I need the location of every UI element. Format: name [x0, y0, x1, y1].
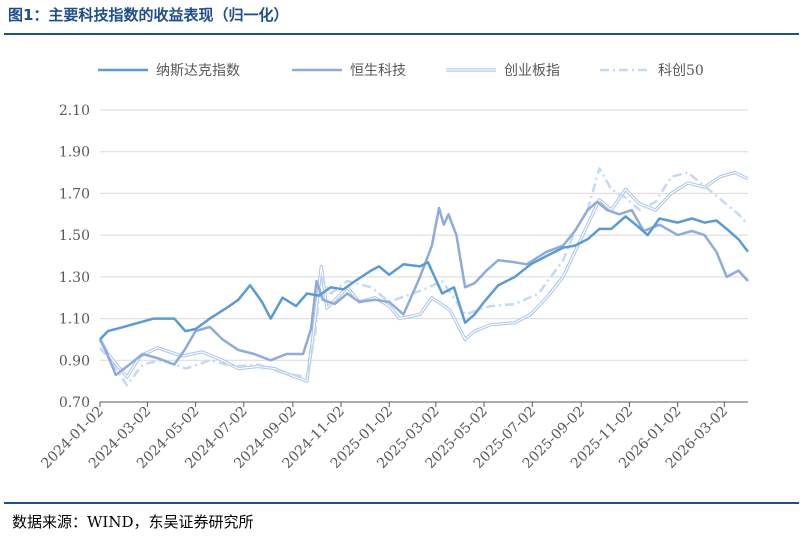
legend-label: 创业板指	[504, 63, 560, 79]
series-line-2-inner	[99, 172, 749, 382]
x-axis: 2024-01-022024-03-022024-05-022024-07-02…	[38, 401, 748, 472]
y-tick-label: 1.30	[59, 270, 90, 286]
series-line-3	[99, 167, 749, 387]
y-tick-label: 0.70	[59, 395, 90, 411]
bottom-rule	[4, 502, 799, 504]
series-lines	[98, 167, 749, 387]
figure-title: 图1：主要科技指数的收益表现（归一化）	[8, 6, 289, 24]
y-axis-ticks: 0.70 0.90 1.10 1.30 1.50 1.70 1.90 2.10	[59, 103, 90, 411]
y-tick-label: 1.50	[59, 228, 90, 244]
legend-label: 纳斯达克指数	[156, 63, 240, 79]
y-tick-label: 1.70	[59, 186, 90, 202]
gridlines	[100, 109, 748, 403]
source-note: 数据来源：WIND，东吴证券研究所	[12, 513, 254, 531]
legend-label: 科创50	[658, 63, 704, 79]
series-line-0	[99, 215, 749, 341]
y-tick-label: 1.10	[59, 312, 90, 328]
top-rule	[4, 33, 799, 35]
series-line-1	[98, 200, 749, 377]
y-tick-label: 0.90	[59, 353, 90, 369]
legend-label: 恒生科技	[350, 63, 406, 79]
legend: 纳斯达克指数 恒生科技 创业板指 科创50	[98, 63, 704, 79]
y-tick-label: 1.90	[59, 145, 90, 161]
y-tick-label: 2.10	[59, 103, 90, 119]
